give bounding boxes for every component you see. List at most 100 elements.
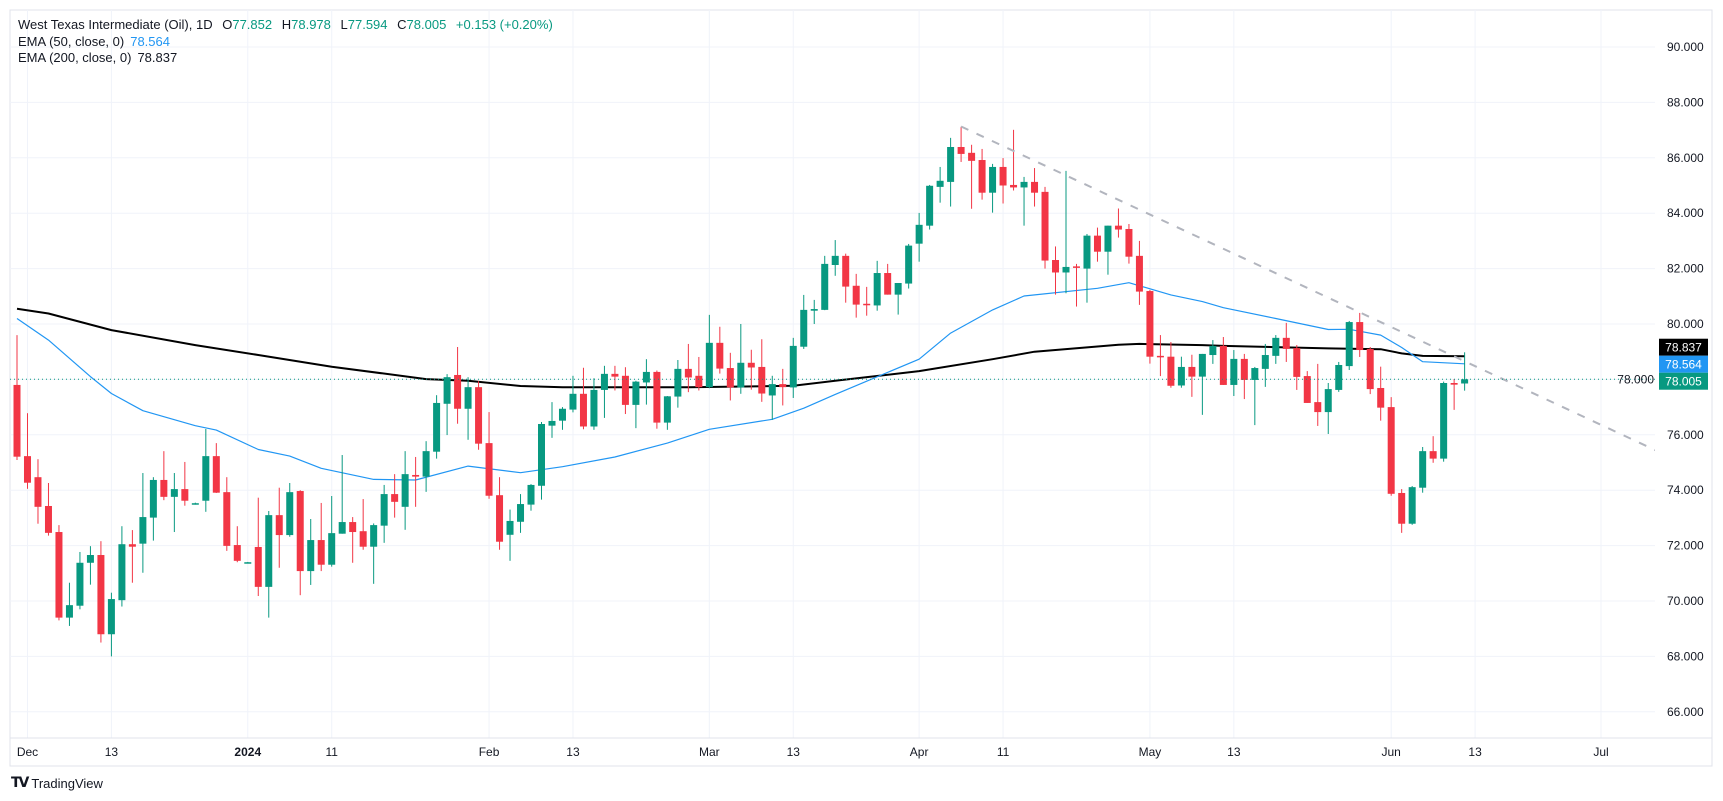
candle-body [1114,225,1122,230]
candle-up [107,592,115,657]
candle-down [496,477,504,550]
candle-up [380,484,388,543]
time-tick-label: 13 [787,745,801,759]
candle-down [726,352,734,401]
candle-down [716,326,724,374]
candle-down [1282,322,1290,362]
candle-down [1293,345,1301,390]
candle-body [44,505,52,533]
candle-body [139,517,147,544]
chart-frame [9,9,1713,767]
candle-body [34,477,42,507]
candle-body [55,532,63,618]
candle-body [475,387,483,444]
candle-down [23,413,31,489]
candle-body [223,492,231,546]
candle-body [642,371,650,383]
candle-body [1282,337,1290,349]
candle-down [863,286,871,316]
price-axis[interactable]: 66.000 68.000 70.000 72.000 74.000 76.000 78.0… [1617,40,1704,719]
candle-up [244,561,252,564]
candle-body [894,283,902,295]
tradingview-logo[interactable]: TV TradingView [11,775,103,791]
legend-ema200[interactable]: EMA (200, close, 0) 78.837 [18,50,177,66]
candle-body [1209,345,1217,356]
price-label-badge [1659,338,1708,356]
candle-body [191,503,199,505]
candle-up [1209,340,1217,364]
candle-body [202,456,210,501]
candle-body [653,371,661,423]
candle-up [149,477,157,541]
candle-body [1440,383,1448,459]
candle-down [391,474,399,518]
candle-up [1230,350,1238,397]
candle-down [1398,489,1406,533]
candle-body [1377,387,1385,408]
candle-up [663,396,671,430]
candle-body [433,402,441,452]
trendline-dashed[interactable] [960,125,1664,454]
candle-down [13,335,21,461]
candle-body [412,474,420,477]
candle-up [307,519,315,585]
candle-up [527,484,535,511]
candle-down [349,517,357,563]
candle-up [1062,170,1070,294]
legend-ema50[interactable]: EMA (50, close, 0) 78.564 [18,34,170,50]
candle-down [1188,354,1196,397]
candle-body [76,562,84,606]
candle-body [401,474,409,507]
time-tick-label: 13 [105,745,119,759]
price-tick-label: 80.000 [1667,317,1704,331]
time-axis[interactable]: Dec 13 2024 11 Feb 13 Mar 13 Apr 11 May 13 Jun 13 Jul [17,745,1609,759]
candle-body [1429,451,1437,459]
ema50-value: 78.564 [130,34,170,49]
price-tick-label: 68.000 [1667,649,1704,663]
candle-body [1366,348,1374,390]
time-tick-label: Apr [910,745,929,759]
candle-body [464,387,472,409]
candle-body [957,146,965,154]
candle-down [758,339,766,402]
open-label: O [222,17,233,32]
candle-down [1314,363,1322,426]
candle-body [1093,235,1101,252]
symbol-title[interactable]: West Texas Intermediate (Oil), 1D [18,17,213,32]
close-value: 78.005 [406,17,447,32]
candle-up [191,502,199,505]
candle-down [884,263,892,295]
candle-up [265,510,273,618]
candle-up [538,422,545,500]
candle-body [1041,191,1049,261]
candle-body [265,515,273,587]
candle-up [1335,361,1343,392]
candle-body [370,525,378,547]
candle-body [1398,492,1406,524]
candle-body [1083,235,1091,269]
candle-down [1450,379,1458,410]
candle-down [842,253,850,303]
time-tick-label: Jul [1593,745,1608,759]
candle-up [821,255,829,311]
candle-body [884,273,892,295]
candle-up [705,314,713,389]
candle-body [999,166,1007,186]
candle-body [422,451,430,477]
candle-up [422,441,430,492]
candle-body [747,362,755,368]
candle-body [296,491,304,572]
candle-body [1219,345,1227,385]
candle-down [275,487,283,568]
candle-body [65,605,73,618]
price-tick-label: 78.000 [1617,372,1654,386]
candle-body [1314,402,1322,413]
candle-body [244,562,252,564]
candle-body [674,368,682,397]
candle-down [968,144,976,209]
candle-up [590,378,598,430]
candle-up [139,473,147,573]
candle-body [517,504,525,522]
candle-down [611,365,619,391]
